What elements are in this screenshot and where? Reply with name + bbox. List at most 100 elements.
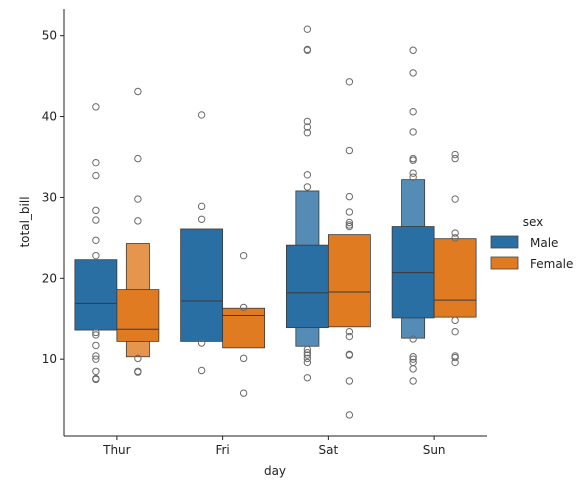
y-tick-label: 20 [42, 271, 57, 285]
outlier-point [409, 377, 417, 385]
outlier-point [92, 331, 100, 339]
outlier-point [409, 69, 417, 77]
outlier-point [345, 377, 354, 385]
outlier-point [345, 222, 354, 231]
outlier-point [303, 117, 312, 126]
outlier-point [134, 87, 142, 96]
outlier-point [134, 195, 142, 203]
y-axis-label: total_bill [18, 196, 32, 247]
legend-title: sex [523, 215, 544, 229]
outlier-point [92, 352, 100, 360]
outlier-point [92, 367, 100, 376]
outlier-point [409, 46, 417, 54]
outlier-point [409, 173, 417, 181]
outlier-point [451, 327, 459, 336]
y-ticks: 10 20 30 40 50 [42, 29, 64, 366]
box-female-sat [327, 234, 371, 328]
outlier-point [134, 354, 142, 363]
outlier-point [451, 195, 459, 203]
outlier-point [409, 335, 417, 343]
outlier-point [92, 171, 100, 180]
outlier-point [239, 303, 248, 312]
outlier-point [303, 183, 312, 191]
box-male-thur [74, 259, 118, 331]
outlier-point [345, 146, 354, 155]
outlier-point [303, 374, 312, 382]
box-male-sat [285, 244, 329, 329]
outlier-point [92, 251, 100, 260]
outlier-point [303, 345, 312, 354]
outlier-point [92, 375, 100, 384]
outlier-point [134, 217, 142, 225]
outlier-point [92, 328, 100, 337]
outlier-point [92, 206, 100, 215]
outlier-point [409, 365, 417, 373]
outlier-point [134, 154, 142, 163]
outlier-point [409, 128, 417, 136]
axes [63, 9, 487, 437]
x-ticks: Thur Fri Sat Sun [102, 436, 446, 457]
outlier-point [92, 216, 100, 224]
box-female-thur [116, 289, 160, 342]
plot-area [74, 25, 477, 419]
outlier-point [92, 236, 100, 244]
outlier-point [303, 25, 312, 33]
outlier-point [451, 353, 459, 362]
y-tick-label: 40 [42, 110, 57, 124]
legend-label-female: Female [530, 257, 573, 271]
outlier-point [303, 171, 312, 179]
outlier-point [303, 358, 312, 367]
legend-label-male: Male [530, 236, 558, 250]
outlier-point [345, 192, 354, 201]
legend-swatch-male [490, 235, 519, 249]
box-female-fri [222, 307, 266, 349]
x-tick-label: Thur [102, 443, 131, 457]
outlier-point [303, 129, 312, 137]
outlier-point [345, 327, 354, 336]
box-male-fri [180, 228, 224, 342]
x-axis-label: day [264, 464, 286, 478]
outlier-point [303, 123, 312, 131]
outlier-point [239, 251, 248, 260]
outlier-point [134, 368, 142, 376]
outlier-point [451, 358, 459, 367]
outlier-point [303, 351, 312, 359]
outlier-point [303, 349, 312, 357]
outlier-point [409, 355, 417, 363]
outlier-point [345, 332, 354, 341]
outlier-point [197, 339, 206, 347]
outlier-point [92, 103, 100, 111]
outlier-point [451, 229, 459, 237]
outlier-point [451, 150, 459, 159]
outlier-point [197, 366, 206, 375]
outlier-point [409, 169, 417, 177]
legend: sex Male Female [490, 215, 573, 271]
outlier-point [409, 353, 417, 361]
box-female-sun [433, 238, 477, 318]
outlier-point [197, 215, 206, 223]
outlier-point [451, 316, 459, 325]
outlier-point [451, 234, 459, 242]
outlier-point [345, 78, 354, 86]
outlier-point [303, 46, 312, 54]
outlier-point [345, 351, 354, 359]
outlier-point [197, 202, 206, 211]
outlier-point [409, 108, 417, 116]
outlier-point [345, 411, 354, 419]
y-tick-label: 50 [42, 29, 57, 43]
y-tick-label: 10 [42, 352, 57, 366]
outlier-point [409, 156, 417, 164]
outlier-point [239, 354, 248, 363]
y-tick-label: 30 [42, 190, 57, 204]
x-tick-label: Sun [423, 443, 446, 457]
outlier-point [197, 111, 206, 119]
outlier-point [451, 154, 459, 163]
outlier-point [92, 355, 100, 363]
outlier-point [303, 354, 312, 363]
outlier-point [239, 389, 248, 397]
legend-swatch-female [490, 256, 519, 270]
outlier-point [92, 158, 100, 167]
x-tick-label: Sat [319, 443, 339, 457]
x-tick-label: Fri [215, 443, 229, 457]
